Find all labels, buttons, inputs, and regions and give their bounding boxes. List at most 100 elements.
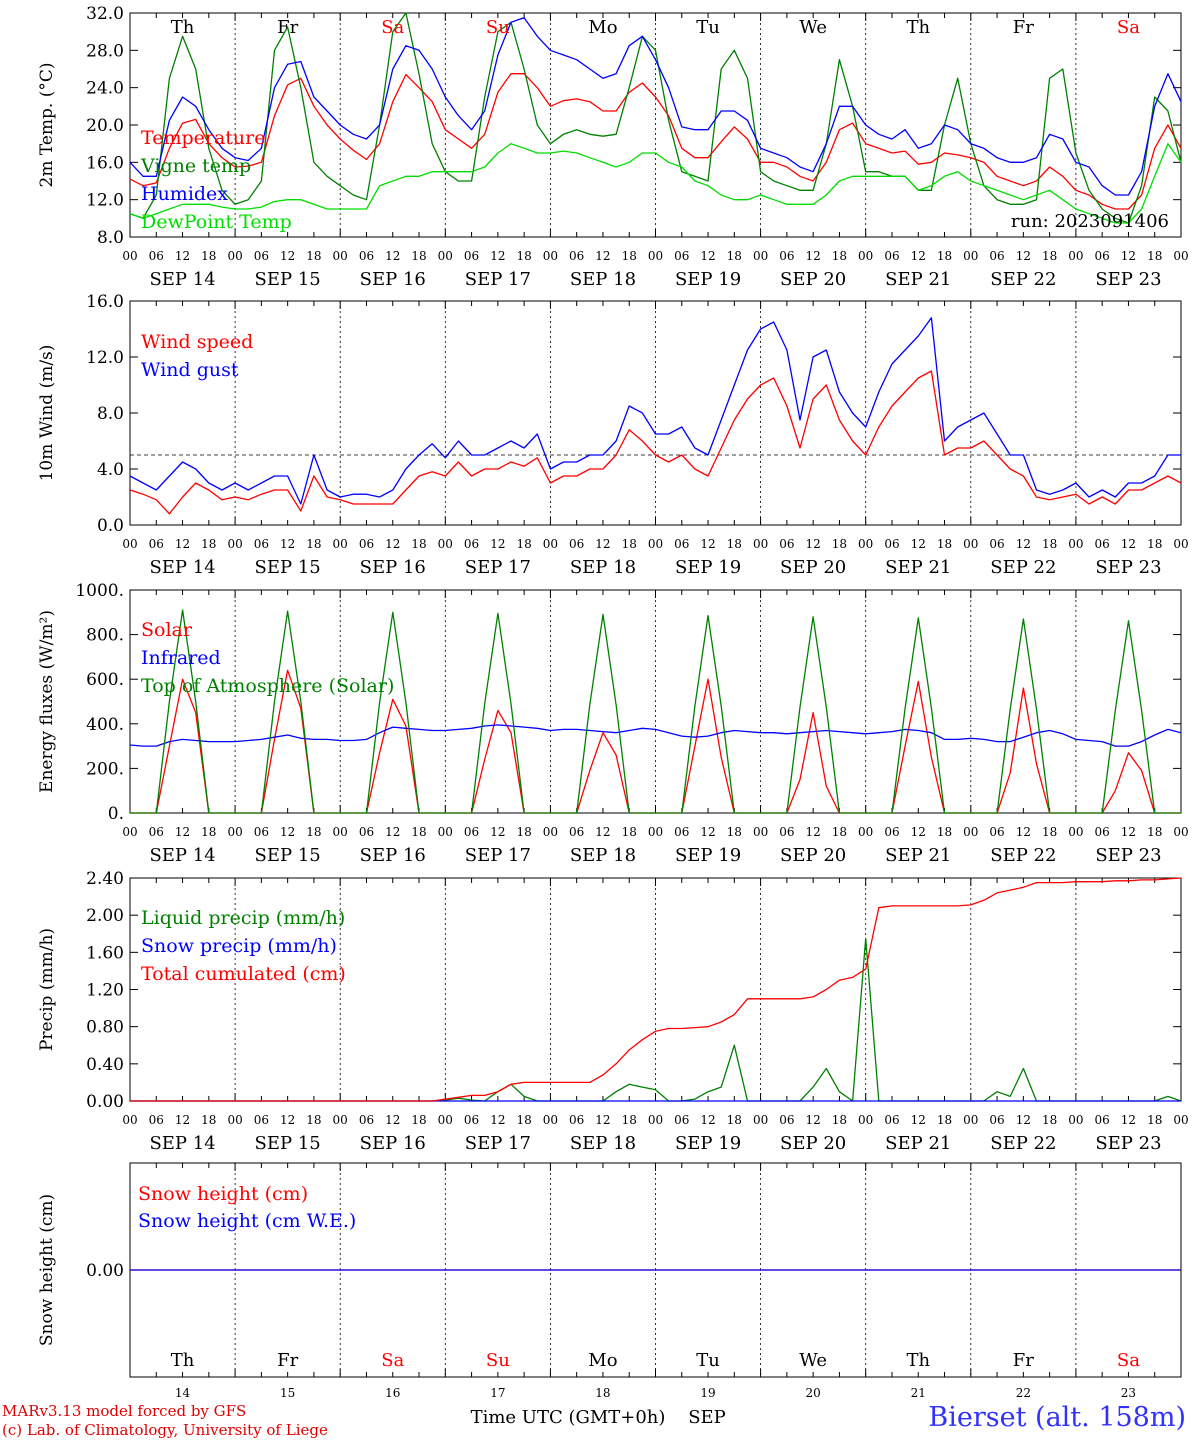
hour-tick-label: 18 bbox=[411, 537, 426, 551]
hour-tick-label: 06 bbox=[884, 1113, 899, 1127]
hour-tick-label: 06 bbox=[464, 1113, 479, 1127]
weekday-label: Sa bbox=[1117, 17, 1140, 38]
hour-tick-label: 12 bbox=[911, 1113, 926, 1127]
day-number-label: 15 bbox=[280, 1386, 295, 1400]
hour-tick-label: 00 bbox=[753, 249, 768, 263]
hour-tick-label: 00 bbox=[227, 1113, 242, 1127]
hour-tick-label: 00 bbox=[963, 825, 978, 839]
date-label: SEP 20 bbox=[780, 269, 846, 290]
hour-tick-label: 06 bbox=[359, 537, 374, 551]
y-tick-label: 16.0 bbox=[86, 153, 124, 173]
hour-tick-label: 06 bbox=[989, 537, 1004, 551]
day-number-label: 23 bbox=[1121, 1386, 1136, 1400]
date-label: SEP 14 bbox=[149, 1133, 215, 1154]
hour-tick-label: 00 bbox=[438, 249, 453, 263]
hour-tick-label: 00 bbox=[543, 825, 558, 839]
date-label: SEP 15 bbox=[255, 557, 321, 578]
hour-tick-label: 12 bbox=[911, 537, 926, 551]
hour-tick-label: 06 bbox=[254, 1113, 269, 1127]
weekday-label: Fr bbox=[1013, 17, 1034, 38]
weekday-label: Th bbox=[906, 17, 930, 38]
y-tick-label: 16.0 bbox=[86, 292, 124, 312]
y-tick-label: 24.0 bbox=[86, 79, 124, 99]
hour-tick-label: 00 bbox=[1173, 825, 1188, 839]
legend-entry: Snow height (cm W.E.) bbox=[138, 1210, 356, 1232]
date-label: SEP 15 bbox=[255, 845, 321, 866]
hour-tick-label: 12 bbox=[280, 537, 295, 551]
hour-tick-label: 18 bbox=[201, 249, 216, 263]
series-line bbox=[130, 877, 1182, 1102]
hour-tick-label: 12 bbox=[280, 825, 295, 839]
weekday-label: Sa bbox=[1117, 1350, 1140, 1371]
hour-tick-label: 00 bbox=[963, 1113, 978, 1127]
hour-tick-label: 18 bbox=[306, 825, 321, 839]
hour-tick-label: 00 bbox=[1173, 249, 1188, 263]
hour-tick-label: 00 bbox=[227, 537, 242, 551]
hour-tick-label: 06 bbox=[254, 249, 269, 263]
weekday-label: Mo bbox=[588, 1350, 617, 1371]
hour-tick-label: 12 bbox=[595, 825, 610, 839]
date-label: SEP 17 bbox=[465, 557, 531, 578]
date-label: SEP 21 bbox=[885, 845, 951, 866]
y-tick-label: 8.0 bbox=[97, 404, 124, 424]
day-number-label: 14 bbox=[175, 1386, 191, 1400]
hour-tick-label: 12 bbox=[700, 537, 715, 551]
date-label: SEP 18 bbox=[570, 1133, 636, 1154]
date-label: SEP 19 bbox=[675, 269, 741, 290]
date-label: SEP 21 bbox=[885, 269, 951, 290]
hour-tick-label: 06 bbox=[569, 249, 584, 263]
hour-tick-label: 00 bbox=[1173, 537, 1188, 551]
hour-tick-label: 18 bbox=[1042, 537, 1057, 551]
hour-tick-label: 18 bbox=[937, 825, 952, 839]
hour-tick-label: 06 bbox=[569, 1113, 584, 1127]
month-label: SEP bbox=[688, 1407, 726, 1428]
hour-tick-label: 00 bbox=[543, 537, 558, 551]
hour-tick-label: 06 bbox=[254, 825, 269, 839]
hour-tick-label: 06 bbox=[359, 1113, 374, 1127]
legend-entry: Liquid precip (mm/h) bbox=[141, 907, 345, 929]
date-label: SEP 16 bbox=[360, 1133, 426, 1154]
y-axis-label: Precip (mm/h) bbox=[37, 928, 57, 1051]
y-tick-label: 600. bbox=[86, 670, 124, 690]
day-number-label: 21 bbox=[911, 1386, 926, 1400]
weekday-label: We bbox=[799, 1350, 827, 1371]
y-tick-label: 2.00 bbox=[86, 906, 124, 926]
hour-tick-label: 00 bbox=[753, 537, 768, 551]
y-tick-label: 200. bbox=[86, 759, 124, 779]
hour-tick-label: 00 bbox=[858, 537, 873, 551]
hour-tick-label: 00 bbox=[858, 1113, 873, 1127]
y-tick-label: 8.0 bbox=[97, 228, 124, 248]
y-tick-label: 12.0 bbox=[86, 348, 124, 368]
hour-tick-label: 12 bbox=[280, 1113, 295, 1127]
hour-tick-label: 00 bbox=[227, 825, 242, 839]
date-label: SEP 15 bbox=[255, 269, 321, 290]
hour-tick-label: 18 bbox=[1147, 537, 1162, 551]
hour-tick-label: 18 bbox=[622, 825, 637, 839]
legend-entry: Top of Atmosphere (Solar) bbox=[141, 675, 394, 697]
hour-tick-label: 12 bbox=[700, 249, 715, 263]
hour-tick-label: 00 bbox=[963, 249, 978, 263]
legend-entry: Humidex bbox=[141, 183, 228, 205]
run-annotation: run: 2023091406 bbox=[1011, 211, 1169, 232]
model-credit: MARv3.13 model forced by GFS bbox=[2, 1402, 247, 1420]
hour-tick-label: 18 bbox=[1042, 825, 1057, 839]
hour-tick-label: 00 bbox=[438, 537, 453, 551]
hour-tick-label: 00 bbox=[227, 249, 242, 263]
hour-tick-label: 12 bbox=[175, 249, 190, 263]
hour-tick-label: 06 bbox=[359, 249, 374, 263]
weekday-label: Fr bbox=[277, 17, 298, 38]
hour-tick-label: 06 bbox=[989, 249, 1004, 263]
hour-tick-label: 18 bbox=[516, 537, 531, 551]
day-number-label: 19 bbox=[700, 1386, 715, 1400]
hour-tick-label: 12 bbox=[385, 1113, 400, 1127]
hour-tick-label: 00 bbox=[648, 249, 663, 263]
y-tick-label: 32.0 bbox=[86, 4, 124, 24]
hour-tick-label: 06 bbox=[1095, 1113, 1110, 1127]
hour-tick-label: 12 bbox=[490, 249, 505, 263]
date-label: SEP 15 bbox=[255, 1133, 321, 1154]
hour-tick-label: 12 bbox=[1121, 249, 1136, 263]
y-tick-label: 0.0 bbox=[97, 516, 124, 536]
y-tick-label: 4.0 bbox=[97, 460, 124, 480]
hour-tick-label: 06 bbox=[464, 249, 479, 263]
hour-tick-label: 18 bbox=[306, 1113, 321, 1127]
